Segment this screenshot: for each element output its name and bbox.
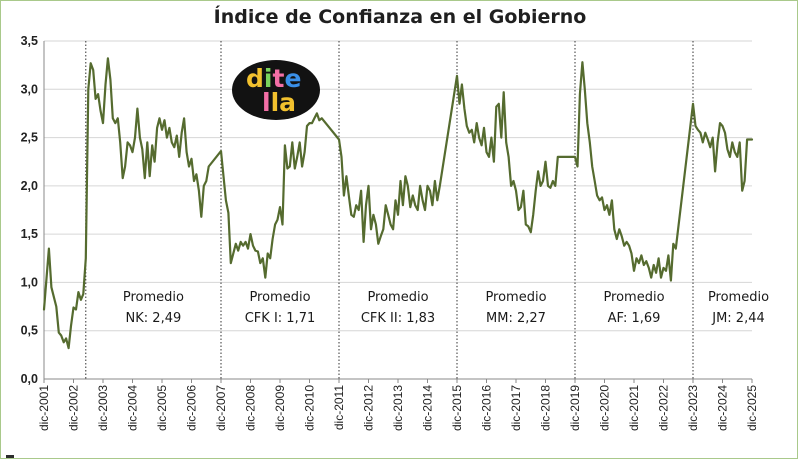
ditella-logo: dite lla [232,60,320,120]
x-tick-label: dic-2023 [686,385,700,431]
x-tick-label: dic-2001 [37,385,51,431]
y-tick-label: 2,5 [21,131,38,145]
chart-title: Índice de Confianza en el Gobierno [213,6,587,28]
annotation-value: CFK I: 1,71 [245,311,316,326]
y-axis: 0,0 0,5 1,0 1,5 2,0 2,5 3,0 3,5 [21,34,45,386]
x-tick-label: dic-2013 [391,385,405,431]
y-tick-label: 3,5 [21,34,38,48]
footer-fragment [6,452,246,461]
x-tick-label: dic-2009 [273,385,287,431]
annotation-value: JM: 2,44 [711,311,765,326]
x-tick-label: dic-2012 [362,385,376,431]
x-tick-label: dic-2017 [509,385,523,431]
x-tick-label: dic-2024 [716,385,730,431]
x-tick-label: dic-2003 [96,385,110,431]
annotation-heading: Promedio [367,290,428,305]
x-tick-label: dic-2007 [214,385,228,431]
x-tick-label: dic-2018 [539,385,553,431]
y-tick-label: 2,0 [21,179,38,193]
x-tick-label: dic-2008 [244,385,258,431]
series-layer [42,57,754,350]
x-tick-label: dic-2010 [303,385,317,431]
annotation-heading: Promedio [485,290,546,305]
x-tick-label: dic-2015 [450,385,464,431]
x-axis: dic-2001 dic-2002 dic-2003 dic-2004 dic-2005… [37,379,759,431]
x-tick-label: dic-2016 [480,385,494,431]
x-tick-label: dic-2005 [155,385,169,431]
x-tick-label: dic-2021 [627,385,641,431]
x-tick-label: dic-2011 [332,385,346,430]
annotation-heading: Promedio [603,290,664,305]
y-tick-label: 1,5 [21,227,38,241]
x-tick-label: dic-2019 [568,385,582,431]
series-line [42,57,754,350]
x-tick-label: dic-2002 [67,385,81,431]
period-dividers [85,41,694,379]
x-tick-label: dic-2020 [598,385,612,431]
x-tick-label: dic-2006 [185,385,199,431]
annotation-value: NK: 2,49 [126,311,182,326]
x-tick-label: dic-2004 [126,385,140,431]
annotation-value: MM: 2,27 [486,311,546,326]
y-tick-label: 1,0 [21,275,38,289]
y-tick-label: 0,0 [21,372,38,386]
x-tick-label: dic-2022 [657,385,671,431]
annotation-value: AF: 1,69 [608,311,661,326]
x-tick-label: dic-2014 [421,385,435,431]
x-tick-label: dic-2025 [745,385,759,431]
period-annotations: Promedio NK: 2,49 Promedio CFK I: 1,71 Prome… [123,290,769,326]
y-tick-label: 0,5 [21,324,38,338]
annotation-heading: Promedio [249,290,310,305]
annotation-heading: Promedio [123,290,184,305]
annotation-value: CFK II: 1,83 [361,311,435,326]
y-tick-label: 3,0 [21,82,38,96]
annotation-heading: Promedio [708,290,769,305]
